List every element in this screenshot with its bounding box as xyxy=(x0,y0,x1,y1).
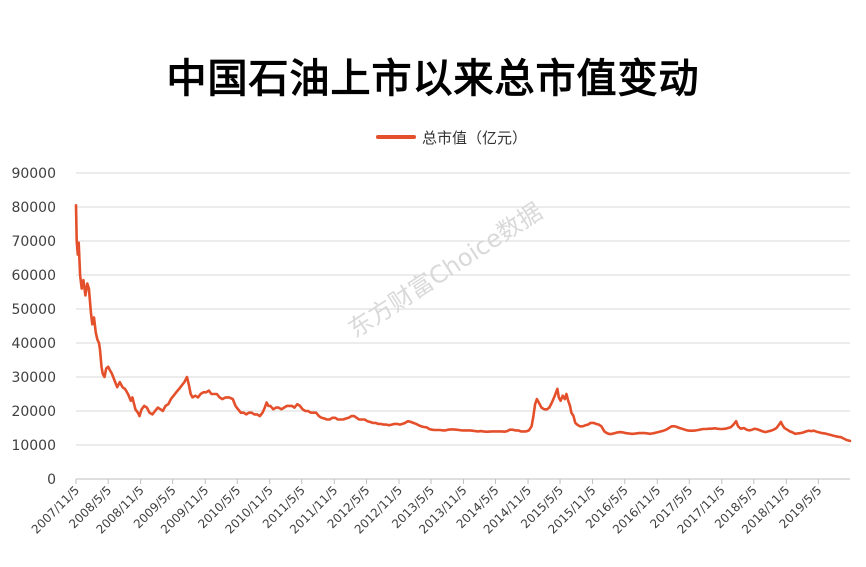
series-line-market-cap xyxy=(74,204,852,443)
legend-swatch xyxy=(376,135,416,139)
y-axis-tick-labels: 0 10000 20000 30000 40000 50000 60000 70000 8000… xyxy=(11,166,56,488)
y-tick-label: 90000 xyxy=(11,166,56,182)
gridlines xyxy=(76,172,850,446)
y-tick-label: 20000 xyxy=(11,404,56,420)
y-tick-label: 10000 xyxy=(11,438,56,454)
chart-title: 中国石油上市以来总市值变动 xyxy=(166,56,700,102)
legend-label: 总市值（亿元） xyxy=(422,128,528,147)
legend: 总市值（亿元） xyxy=(376,126,527,148)
x-axis-tick-labels: 2007/11/52008/5/52008/11/52009/5/52009/1… xyxy=(29,483,825,536)
y-tick-label: 30000 xyxy=(11,370,56,386)
series-layer xyxy=(74,204,852,443)
y-tick-label: 60000 xyxy=(11,268,56,284)
y-tick-label: 80000 xyxy=(11,200,56,216)
y-tick-label: 0 xyxy=(47,472,56,488)
y-tick-label: 40000 xyxy=(11,336,56,352)
y-tick-label: 70000 xyxy=(11,234,56,250)
x-axis xyxy=(75,478,850,484)
y-tick-label: 50000 xyxy=(11,302,56,318)
